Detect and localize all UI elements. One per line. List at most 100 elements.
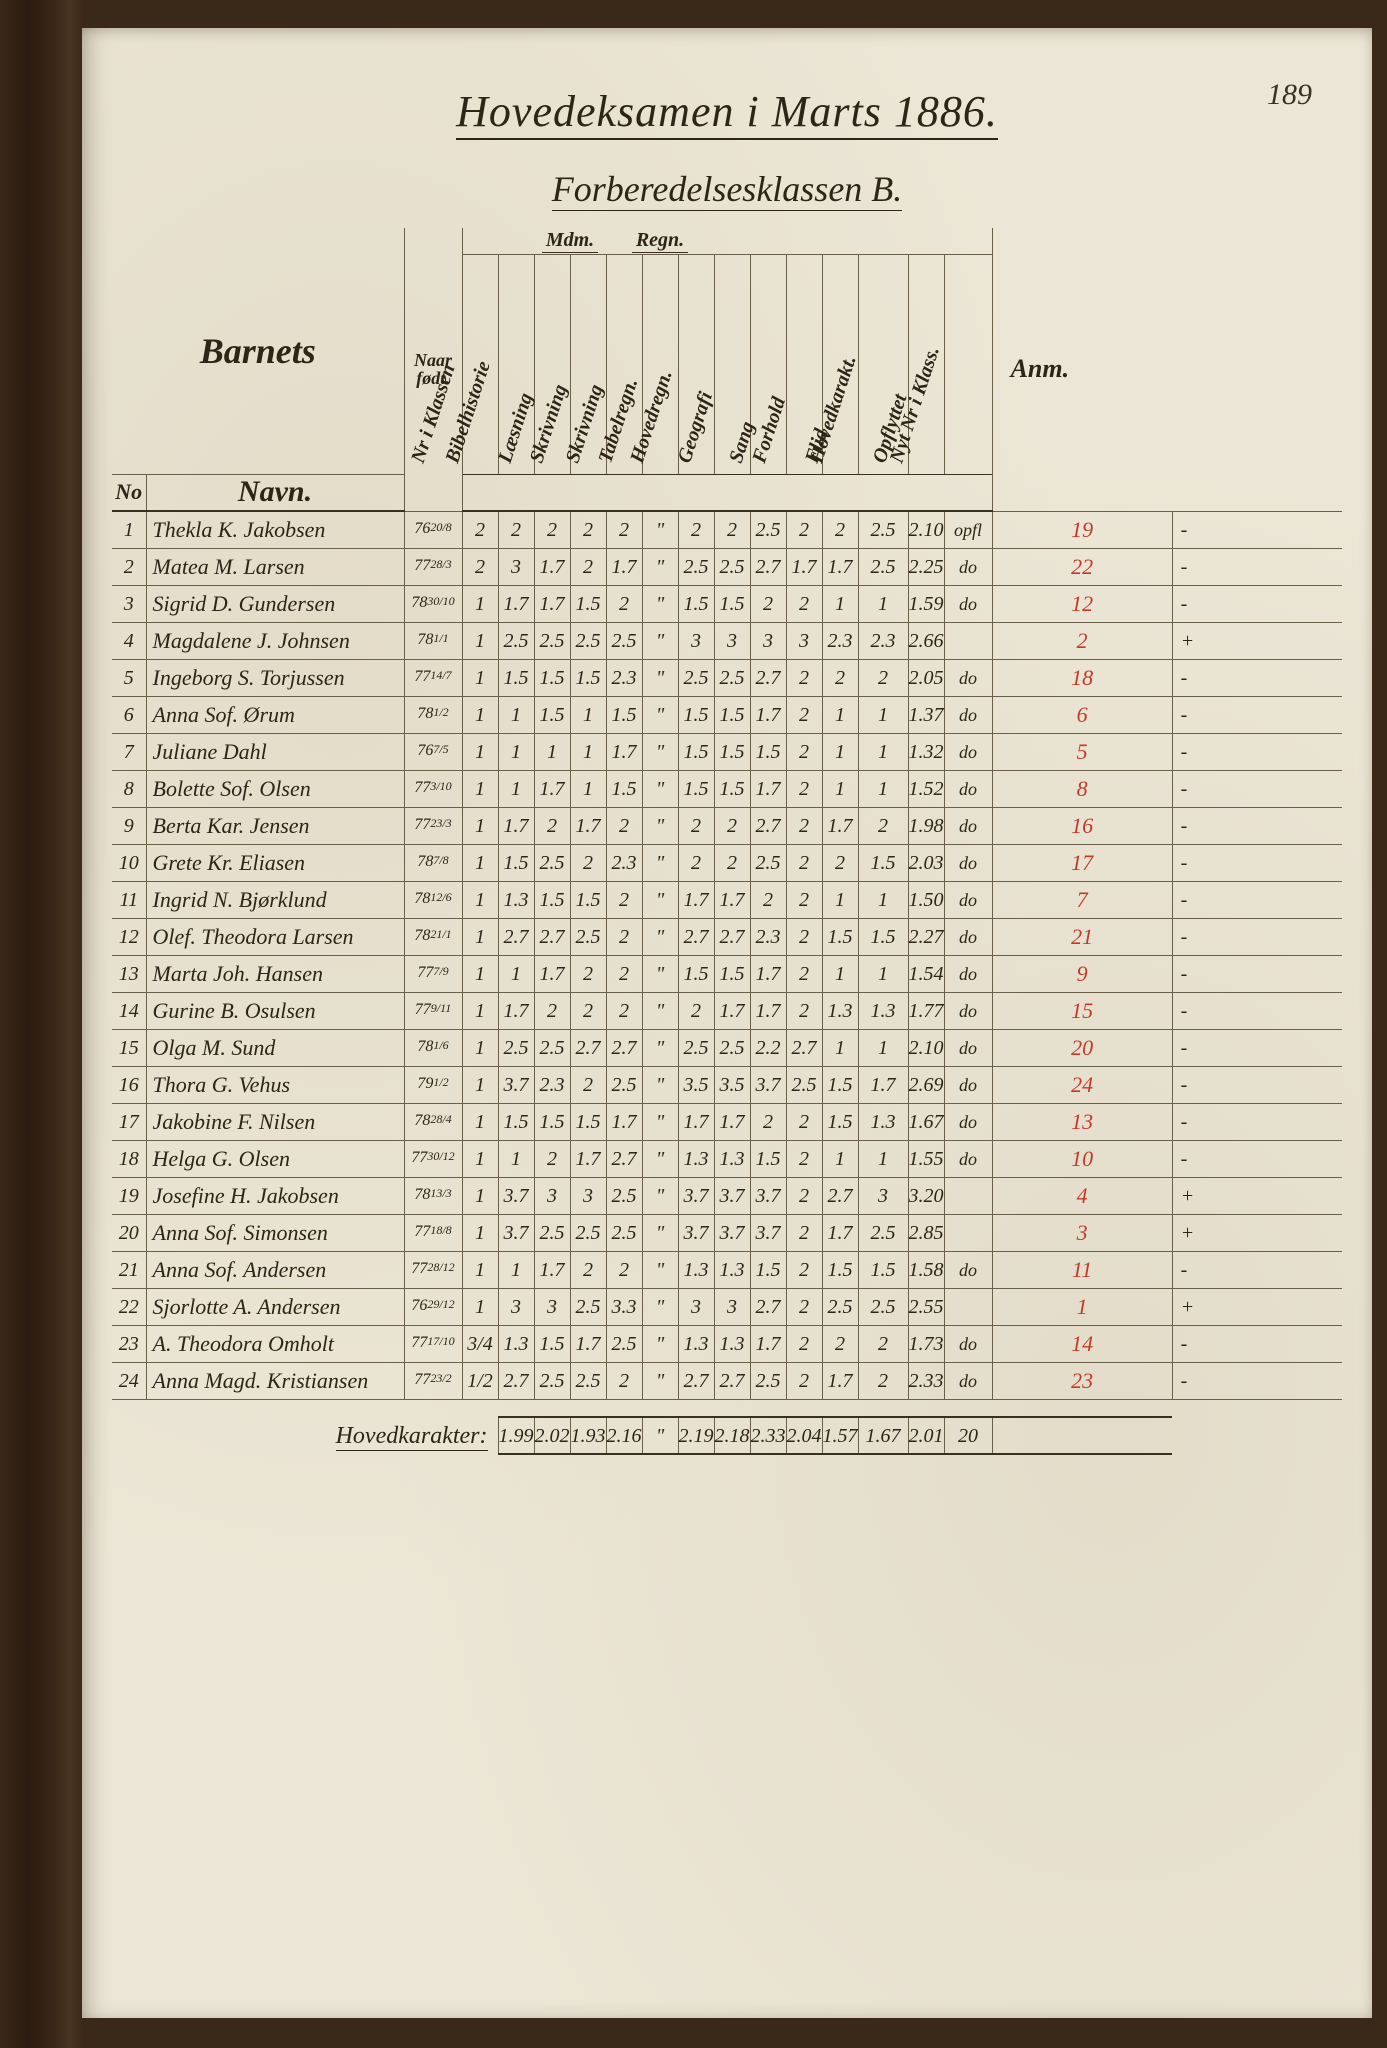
cell-grade: 1	[462, 918, 498, 955]
cell-grade: 2.5	[534, 844, 570, 881]
table-header: Barnets Naar født. Mdm. Regn. Anm. Nr i …	[112, 228, 1342, 511]
header-navn: Navn.	[146, 474, 404, 511]
cell-grade: 1.3	[498, 881, 534, 918]
cell-opflyttet: do	[944, 1103, 992, 1140]
cell-grade: 2.7	[750, 659, 786, 696]
cell-grade: 2.3	[822, 622, 858, 659]
cell-grade: 1.7	[534, 955, 570, 992]
cell-grade: 2.7	[570, 1029, 606, 1066]
cell-grade: 1.7	[714, 1103, 750, 1140]
cell-born: 7828/4	[404, 1103, 462, 1140]
table-row: 16Thora G. Vehus791/213.72.322.5"3.53.53…	[112, 1066, 1342, 1103]
cell-grade: 2	[786, 733, 822, 770]
cell-grade: 1.3	[678, 1140, 714, 1177]
cell-grade: 2.5	[606, 622, 642, 659]
cell-grade: 1.7	[750, 696, 786, 733]
cell-grade: 1	[462, 1177, 498, 1214]
cell-anm: -	[1172, 696, 1342, 733]
cell-opflyttet: do	[944, 992, 992, 1029]
cell-grade: 2	[786, 1103, 822, 1140]
table-row: 14Gurine B. Osulsen779/1111.7222"21.71.7…	[112, 992, 1342, 1029]
cell-grade: 1.5	[534, 881, 570, 918]
cell-grade: 1	[822, 696, 858, 733]
cell-grade: 3	[786, 622, 822, 659]
cell-grade: 1.5	[678, 955, 714, 992]
cell-grade: 1.5	[822, 918, 858, 955]
header-anm: Anm.	[992, 228, 1172, 511]
table-row: 2Matea M. Larsen7728/3231.721.7"2.52.52.…	[112, 548, 1342, 585]
cell-grade: "	[642, 1029, 678, 1066]
cell-no: 13	[112, 955, 146, 992]
cell-grade: 1.7	[534, 585, 570, 622]
cell-opflyttet: do	[944, 733, 992, 770]
table-row: 10Grete Kr. Eliasen787/811.52.522.3"222.…	[112, 844, 1342, 881]
cell-grade: 1.77	[908, 992, 944, 1029]
cell-grade: "	[642, 511, 678, 548]
cell-grade: 2.5	[498, 1029, 534, 1066]
cell-rank: 12	[992, 585, 1172, 622]
cell-rank: 9	[992, 955, 1172, 992]
cell-name: Marta Joh. Hansen	[146, 955, 404, 992]
cell-grade: 2.7	[822, 1177, 858, 1214]
cell-grade: 1.5	[822, 1066, 858, 1103]
cell-grade: "	[642, 955, 678, 992]
cell-grade: 3.7	[498, 1066, 534, 1103]
cell-grade: 2	[822, 511, 858, 548]
cell-grade: 2.7	[606, 1140, 642, 1177]
cell-born: 7730/12	[404, 1140, 462, 1177]
col-header: Nyt Nr i Klass.	[944, 254, 992, 474]
cell-grade: 1.7	[678, 1103, 714, 1140]
cell-grade: 1	[462, 622, 498, 659]
cell-grade: 2	[750, 1103, 786, 1140]
header-group-regn: Regn.	[606, 228, 714, 254]
cell-anm: -	[1172, 1066, 1342, 1103]
cell-grade: 1.3	[858, 1103, 908, 1140]
cell-grade: 2.5	[714, 659, 750, 696]
cell-grade: 2.10	[908, 1029, 944, 1066]
cell-grade: "	[642, 696, 678, 733]
cell-grade: 1	[462, 1140, 498, 1177]
cell-grade: 1.7	[858, 1066, 908, 1103]
cell-rank: 24	[992, 1066, 1172, 1103]
cell-grade: 1.5	[714, 770, 750, 807]
cell-grade: 2.5	[678, 659, 714, 696]
cell-anm: -	[1172, 1140, 1342, 1177]
cell-born: 7830/10	[404, 585, 462, 622]
cell-grade: 2.5	[534, 622, 570, 659]
cell-grade: 1.5	[570, 659, 606, 696]
cell-grade: 2	[714, 511, 750, 548]
cell-grade: 1.5	[822, 1103, 858, 1140]
cell-grade: 2	[750, 585, 786, 622]
cell-grade: 2.5	[534, 1029, 570, 1066]
cell-grade: 1.7	[714, 992, 750, 1029]
cell-grade: 3	[498, 548, 534, 585]
table-row: 17Jakobine F. Nilsen7828/411.51.51.51.7"…	[112, 1103, 1342, 1140]
cell-grade: 1.5	[498, 844, 534, 881]
cell-no: 19	[112, 1177, 146, 1214]
cell-anm: -	[1172, 992, 1342, 1029]
cell-grade: 2.25	[908, 548, 944, 585]
cell-grade: 3.5	[678, 1066, 714, 1103]
cell-grade: 1.7	[750, 992, 786, 1029]
cell-grade: "	[642, 622, 678, 659]
table-row: 7Juliane Dahl767/511111.7"1.51.51.52111.…	[112, 733, 1342, 770]
cell-grade: 1	[858, 733, 908, 770]
cell-grade: 1.7	[678, 881, 714, 918]
cell-anm: +	[1172, 1177, 1342, 1214]
cell-grade: 1.7	[606, 1103, 642, 1140]
cell-born: 7821/1	[404, 918, 462, 955]
cell-grade: 1	[498, 696, 534, 733]
cell-grade: 1.5	[534, 696, 570, 733]
cell-rank: 15	[992, 992, 1172, 1029]
cell-grade: "	[642, 1066, 678, 1103]
cell-grade: 2.5	[714, 1029, 750, 1066]
cell-anm: -	[1172, 659, 1342, 696]
cell-grade: 1.5	[534, 659, 570, 696]
cell-anm: -	[1172, 844, 1342, 881]
cell-grade: 1.37	[908, 696, 944, 733]
cell-grade: 2	[498, 511, 534, 548]
cell-anm: -	[1172, 511, 1342, 548]
cell-grade: 1.7	[606, 733, 642, 770]
cell-born: 791/2	[404, 1066, 462, 1103]
cell-no: 6	[112, 696, 146, 733]
